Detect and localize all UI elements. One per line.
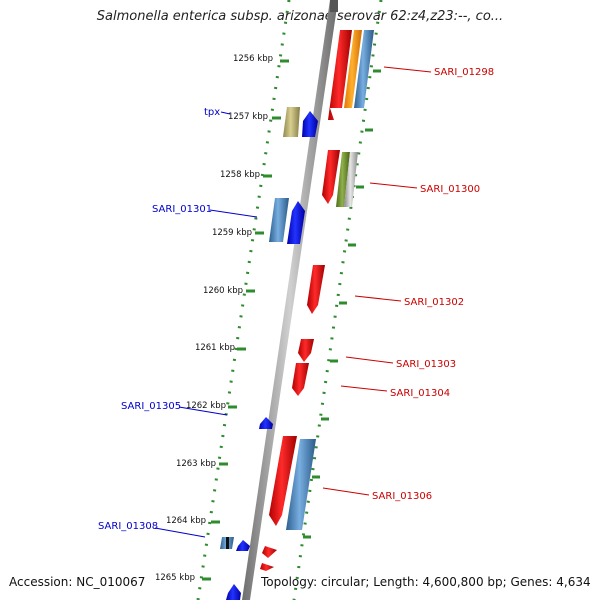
kbp-label: 1260 kbp [203,286,243,296]
gene-block [283,107,300,137]
gene-block [354,30,374,108]
kbp-label: 1258 kbp [220,170,260,180]
gene-arrow [287,201,305,244]
gene-arrow [322,150,340,204]
reverse-gene-track [220,107,318,600]
gene-arrow [292,363,309,396]
reverse-gene-labels: tpx SARI_01301 SARI_01305 SARI_01308 [98,107,258,538]
gene-label[interactable]: SARI_01300 [420,184,480,195]
gene-arrow [236,540,250,551]
kbp-label: 1263 kbp [176,459,216,469]
gene-arrow [298,339,314,362]
gene-arrow [328,30,352,120]
kbp-label: 1265 kbp [155,573,195,583]
accession-text: Accession: NC_010067 [9,575,146,589]
gene-arrow [226,584,241,600]
genome-backbone [242,0,338,600]
kbp-label: 1259 kbp [212,228,252,238]
gene-arrow [307,265,325,314]
gene-arrow [259,417,273,429]
gene-arrow [260,563,274,571]
kbp-label: 1257 kbp [228,112,268,122]
gene-arrow [302,111,318,137]
gene-block [269,198,289,242]
gene-label[interactable]: SARI_01306 [372,491,432,502]
kbp-label: 1262 kbp [186,401,226,411]
scale-ticks [202,59,289,581]
gene-arrow [269,436,297,526]
gene-label[interactable]: SARI_01308 [98,521,158,532]
gene-block [336,152,350,207]
gene-block [344,30,362,108]
kbp-label: 1264 kbp [166,516,206,526]
forward-gene-track [260,30,374,571]
kbp-labels: 1256 kbp 1257 kbp 1258 kbp 1259 kbp 1260… [155,54,273,583]
gene-block [344,152,358,207]
gene-label[interactable]: SARI_01303 [396,359,456,370]
kbp-label: 1256 kbp [233,54,273,64]
topology-text: Topology: circular; Length: 4,600,800 bp… [261,575,591,589]
inner-scale-ticks [303,69,381,539]
kbp-label: 1261 kbp [195,343,235,353]
gene-label[interactable]: tpx [204,107,220,118]
gene-label[interactable]: SARI_01301 [152,204,212,215]
gene-label[interactable]: SARI_01305 [121,401,181,412]
gene-label[interactable]: SARI_01298 [434,67,494,78]
gene-arrow [262,546,277,558]
page-title: Salmonella enterica subsp. arizonae sero… [96,9,504,24]
forward-gene-labels: SARI_01298 SARI_01300 SARI_01302 SARI_01… [322,66,494,502]
gene-label[interactable]: SARI_01304 [390,388,450,399]
gene-block [286,439,316,530]
gene-block [226,537,229,549]
gene-label[interactable]: SARI_01302 [404,297,464,308]
